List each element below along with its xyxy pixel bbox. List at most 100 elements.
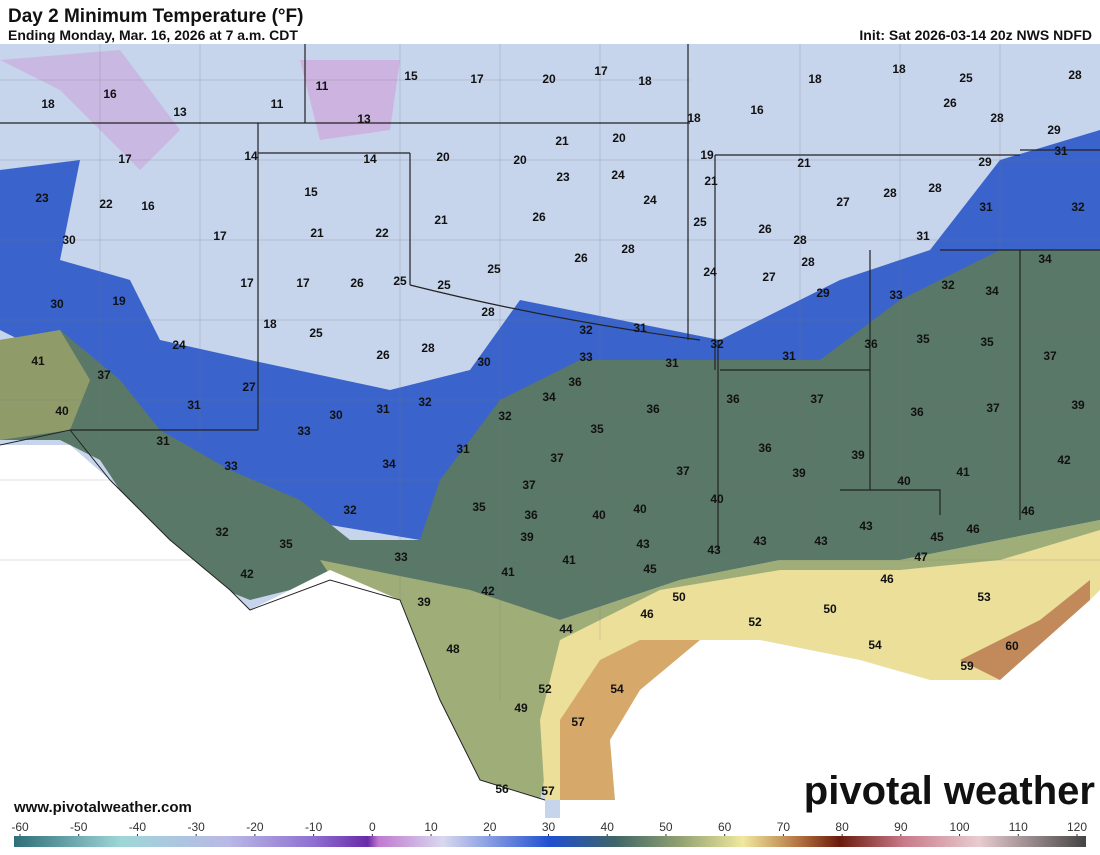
temperature-label: 37 <box>810 392 824 406</box>
temperature-label: 17 <box>594 64 608 78</box>
temperature-label: 48 <box>446 642 460 656</box>
colorbar-tick-label: 80 <box>835 820 849 834</box>
temperature-label: 42 <box>240 567 254 581</box>
temperature-label: 31 <box>156 434 170 448</box>
temperature-label: 11 <box>271 97 284 111</box>
temperature-label: 37 <box>1043 349 1057 363</box>
temperature-label: 30 <box>50 297 64 311</box>
temperature-label: 31 <box>456 442 470 456</box>
temperature-label: 43 <box>753 534 767 548</box>
temperature-label: 21 <box>434 213 448 227</box>
temperature-label: 42 <box>1057 453 1071 467</box>
colorbar-tick-label: -20 <box>246 820 264 834</box>
temperature-label: 39 <box>851 448 865 462</box>
temperature-label: 33 <box>297 424 311 438</box>
temperature-label: 30 <box>62 233 76 247</box>
temperature-label: 31 <box>916 229 930 243</box>
temperature-label: 43 <box>707 543 721 557</box>
temperature-label: 25 <box>437 278 451 292</box>
temperature-label: 46 <box>640 607 654 621</box>
temperature-label: 46 <box>966 522 980 536</box>
temperature-label: 52 <box>538 682 552 696</box>
temperature-label: 28 <box>928 181 942 195</box>
temperature-label: 44 <box>559 622 573 636</box>
temperature-label: 28 <box>421 341 435 355</box>
colorbar-tick-label: -50 <box>70 820 88 834</box>
temperature-label: 50 <box>823 602 837 616</box>
temperature-label: 18 <box>808 72 822 86</box>
subtitle: Ending Monday, Mar. 16, 2026 at 7 a.m. C… <box>8 27 298 43</box>
temperature-label: 31 <box>665 356 679 370</box>
temperature-label: 13 <box>357 112 371 126</box>
temperature-label: 28 <box>990 111 1004 125</box>
temperature-label: 43 <box>636 537 650 551</box>
temperature-label: 23 <box>35 191 49 205</box>
temperature-label: 18 <box>41 97 55 111</box>
temperature-label: 28 <box>481 305 495 319</box>
temperature-label: 56 <box>495 782 509 796</box>
temperature-label: 24 <box>611 168 625 182</box>
temperature-label: 40 <box>897 474 911 488</box>
temperature-label: 45 <box>930 530 944 544</box>
temperature-label: 54 <box>610 682 624 696</box>
temperature-label: 14 <box>363 152 377 166</box>
temperature-label: 49 <box>514 701 528 715</box>
colorbar-tick-label: 90 <box>894 820 908 834</box>
temperature-label: 39 <box>1071 398 1085 412</box>
temperature-label: 34 <box>1038 252 1052 266</box>
temperature-label: 18 <box>687 111 701 125</box>
temperature-label: 11 <box>316 79 329 93</box>
temperature-label: 37 <box>986 401 1000 415</box>
temperature-label: 52 <box>748 615 762 629</box>
temperature-label: 36 <box>646 402 660 416</box>
temperature-label: 24 <box>172 338 186 352</box>
temperature-label: 39 <box>792 466 806 480</box>
temperature-label: 53 <box>977 590 991 604</box>
colorbar-tick-label: -10 <box>305 820 323 834</box>
temperature-label: 26 <box>943 96 957 110</box>
temperature-label: 32 <box>1071 200 1085 214</box>
temperature-label: 43 <box>814 534 828 548</box>
temperature-label: 46 <box>880 572 894 586</box>
temperature-label: 26 <box>574 251 588 265</box>
temperature-label: 32 <box>710 337 724 351</box>
temperature-label: 31 <box>187 398 201 412</box>
temperature-label: 20 <box>513 153 527 167</box>
temperature-label: 27 <box>242 380 256 394</box>
temperature-label: 45 <box>643 562 657 576</box>
temperature-label: 23 <box>556 170 570 184</box>
colorbar-tick-label: 50 <box>659 820 673 834</box>
temperature-label: 36 <box>524 508 538 522</box>
temperature-label: 24 <box>643 193 657 207</box>
temperature-label: 15 <box>404 69 418 83</box>
temperature-label: 32 <box>941 278 955 292</box>
temperature-label: 28 <box>621 242 635 256</box>
temperature-label: 39 <box>520 530 534 544</box>
temperature-label: 37 <box>97 368 111 382</box>
temperature-label: 40 <box>592 508 606 522</box>
temperature-label: 33 <box>889 288 903 302</box>
temperature-label: 19 <box>112 294 126 308</box>
temperature-label: 19 <box>700 148 714 162</box>
temperature-label: 13 <box>173 105 187 119</box>
temperature-label: 30 <box>329 408 343 422</box>
temperature-label: 26 <box>350 276 364 290</box>
temperature-label: 21 <box>797 156 811 170</box>
temperature-label: 37 <box>522 478 536 492</box>
colorbar-ticks: -60 -50 -40 -30 -20 -10 0 10 20 30 40 50 60 70 80 90 100… <box>11 820 1087 836</box>
temperature-label: 34 <box>542 390 556 404</box>
colorbar-tick-label: 60 <box>718 820 732 834</box>
temperature-label: 21 <box>704 174 718 188</box>
temperature-label: 36 <box>568 375 582 389</box>
temperature-label: 40 <box>633 502 647 516</box>
temperature-label: 54 <box>868 638 882 652</box>
init-time: Init: Sat 2026-03-14 20z NWS NDFD <box>859 27 1092 43</box>
temperature-label: 40 <box>55 404 69 418</box>
website: www.pivotalweather.com <box>13 799 192 816</box>
temperature-label: 26 <box>532 210 546 224</box>
temperature-label: 24 <box>703 265 717 279</box>
temperature-label: 31 <box>633 321 647 335</box>
temperature-label: 31 <box>979 200 993 214</box>
temperature-label: 36 <box>726 392 740 406</box>
